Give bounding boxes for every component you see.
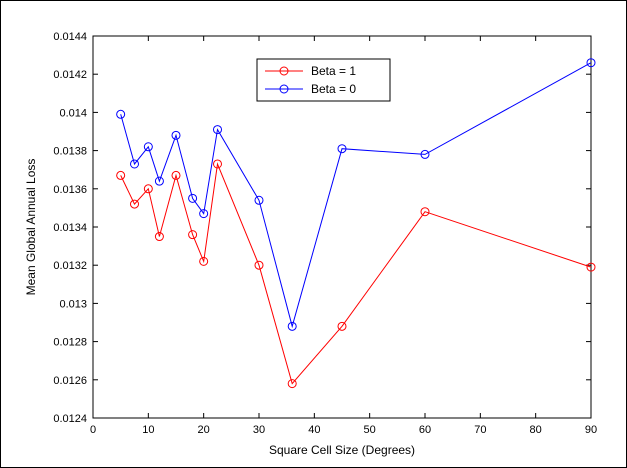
data-point (188, 230, 198, 240)
data-point (130, 199, 139, 209)
series-line-1 (120, 62, 592, 329)
x-tick-label: 30 (253, 424, 265, 436)
data-point (287, 379, 297, 389)
y-tick-label: 0.0142 (53, 69, 87, 81)
y-tick-label: 0.0138 (53, 146, 87, 158)
data-point (337, 144, 347, 154)
data-point (337, 321, 347, 331)
data-point (586, 262, 596, 272)
data-point (254, 260, 264, 270)
data-point (254, 195, 264, 205)
data-point (188, 193, 198, 203)
series-group (116, 58, 596, 389)
data-point (586, 58, 596, 68)
y-tick-label: 0.0128 (53, 337, 87, 349)
data-point (171, 170, 181, 180)
legend-label: Beta = 0 (311, 82, 356, 96)
data-point (287, 321, 297, 331)
data-point (199, 256, 209, 266)
x-tick-label: 80 (530, 424, 542, 436)
x-tick-label: 70 (474, 424, 486, 436)
legend-label: Beta = 1 (311, 64, 356, 78)
x-tick-label: 20 (198, 424, 210, 436)
y-tick-label: 0.0132 (53, 260, 87, 272)
y-tick-label: 0.013 (59, 298, 87, 310)
y-axis-label: Mean Global Annual Loss (24, 159, 38, 296)
data-point (130, 159, 139, 169)
x-tick-label: 50 (364, 424, 376, 436)
y-tick-label: 0.014 (59, 107, 87, 119)
axis-ticks: 0 10 20 30 40 50 60 70 80 90 0.0124 0.0126 0.0128 0.0… (53, 31, 597, 436)
data-point (116, 109, 126, 119)
data-point (116, 170, 126, 180)
y-tick-label: 0.0124 (53, 413, 87, 425)
legend: Beta = 1 Beta = 0 (256, 58, 391, 102)
legend-marker (279, 84, 289, 94)
data-point (420, 207, 430, 217)
x-tick-label: 90 (585, 424, 597, 436)
data-point (143, 142, 153, 152)
data-point (143, 184, 153, 194)
x-tick-label: 0 (90, 424, 96, 436)
legend-box (256, 58, 391, 102)
x-axis-label: Square Cell Size (Degrees) (269, 443, 415, 457)
data-point (213, 125, 222, 135)
y-tick-label: 0.0136 (53, 184, 87, 196)
x-tick-label: 10 (142, 424, 154, 436)
data-point (213, 159, 222, 169)
series-line-0 (120, 162, 592, 385)
y-tick-label: 0.0134 (53, 222, 87, 234)
data-point (154, 232, 164, 242)
data-point (420, 149, 430, 159)
y-tick-label: 0.0144 (53, 31, 87, 43)
legend-marker (279, 66, 289, 76)
data-point (171, 130, 181, 140)
data-point (154, 176, 164, 186)
x-tick-label: 40 (308, 424, 320, 436)
y-tick-label: 0.0126 (53, 375, 87, 387)
x-tick-label: 60 (419, 424, 431, 436)
data-point (199, 209, 209, 219)
